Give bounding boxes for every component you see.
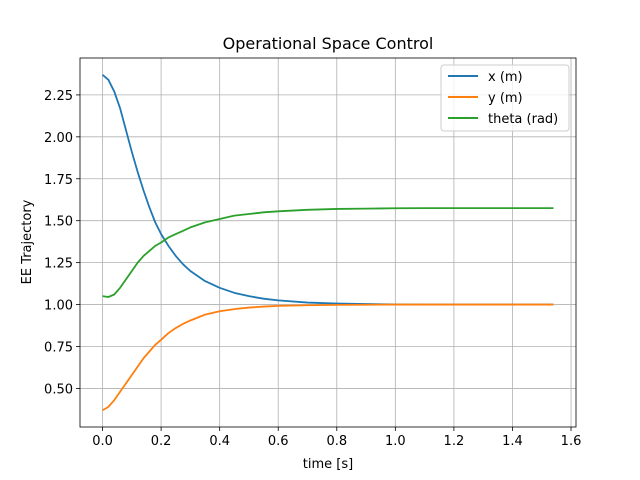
tick-layer: 0.0 0.2 0.4 0.6 0.8 1.0 1.2 1.4 1.6 0.50 0.75 1.00 1… [44,89,581,449]
y-tick-label: 1.75 [44,173,73,188]
x-tick-label: 1.2 [444,434,465,449]
series-layer [101,74,554,412]
y-tick-label: 0.50 [44,382,73,397]
legend: x (m) y (m) theta (rad) [440,64,570,132]
x-axis-title: time [s] [303,457,353,472]
x-tick-label: 0.8 [326,434,347,449]
y-tick-label: 2.00 [44,131,73,146]
chart-title: Operational Space Control [223,34,434,53]
legend-box [440,64,570,132]
x-tick-label: 1.4 [502,434,523,449]
x-tick-label: 0.0 [92,434,113,449]
legend-label-y: y (m) [488,91,523,106]
y-tick-label: 1.00 [44,299,73,314]
legend-label-theta: theta (rad) [488,112,558,127]
y-tick-label: 1.25 [44,257,73,272]
x-tick-label: 0.2 [151,434,172,449]
x-tick-label: 0.6 [268,434,289,449]
theta-series-line [102,207,554,298]
x-tick-label: 1.6 [561,434,582,449]
x-tick-label: 1.0 [385,434,406,449]
legend-label-x: x (m) [488,70,523,85]
y-axis-title: EE Trajectory [20,199,35,284]
plot-frame [79,57,577,428]
y-series-line [102,303,554,412]
y-tick-label: 2.25 [44,89,73,104]
y-tick-label: 1.50 [44,215,73,230]
y-tick-label: 0.75 [44,340,73,355]
x-tick-label: 0.4 [209,434,230,449]
